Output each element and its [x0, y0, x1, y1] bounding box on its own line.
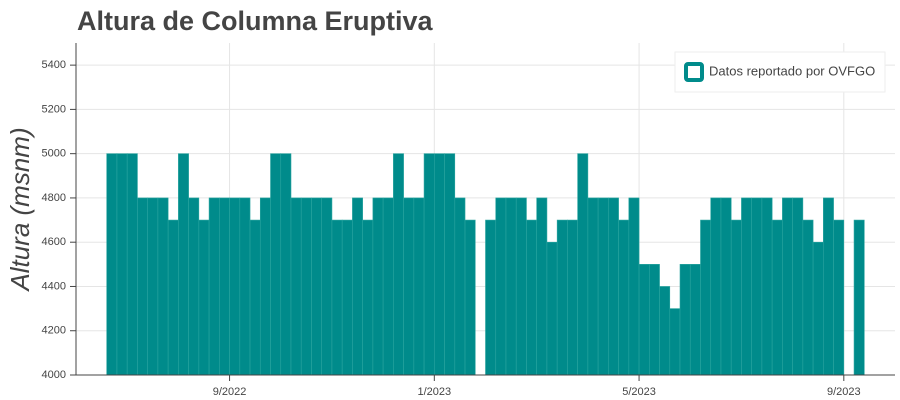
- bar: [393, 153, 404, 376]
- bar: [567, 219, 578, 376]
- bar: [689, 264, 701, 376]
- bar: [505, 197, 517, 376]
- bar: [229, 197, 241, 376]
- bar: [546, 241, 558, 376]
- bar: [771, 219, 783, 376]
- bar: [321, 197, 333, 376]
- y-tick-label: 5000: [42, 148, 66, 160]
- bar: [700, 219, 712, 376]
- chart-title: Altura de Columna Eruptiva: [77, 6, 434, 36]
- bar: [362, 219, 374, 376]
- bar: [628, 197, 640, 376]
- bar: [638, 264, 650, 376]
- bar: [526, 219, 537, 376]
- bar: [608, 197, 619, 376]
- bar: [372, 197, 384, 376]
- bar: [219, 197, 230, 376]
- bar: [751, 197, 763, 376]
- bar: [659, 286, 671, 376]
- legend-box: [674, 51, 886, 93]
- bar: [167, 219, 179, 376]
- bar: [761, 197, 773, 376]
- bar: [812, 241, 824, 376]
- bar: [495, 197, 507, 376]
- x-tick-label: 1/2023: [417, 386, 451, 398]
- bar: [239, 197, 251, 376]
- bar: [126, 153, 138, 376]
- bar: [382, 197, 394, 376]
- bar: [802, 219, 814, 376]
- bar: [188, 197, 200, 376]
- bar: [434, 153, 445, 376]
- bar: [587, 197, 599, 376]
- bar: [352, 197, 363, 376]
- legend-label: Datos reportado por OVFGO: [709, 63, 875, 78]
- y-axis-label: Altura (msnm): [5, 127, 35, 292]
- y-tick-label: 4200: [42, 325, 66, 337]
- bar: [853, 219, 865, 376]
- x-tick-label: 9/2023: [827, 386, 861, 398]
- bar: [669, 308, 681, 376]
- bar: [270, 153, 282, 376]
- bar: [597, 197, 609, 376]
- bar: [208, 197, 220, 376]
- bar: [515, 197, 527, 376]
- bar: [290, 197, 302, 376]
- bar: [157, 197, 169, 376]
- bar: [720, 197, 732, 376]
- y-tick-label: 4000: [42, 369, 66, 381]
- y-tick-label: 4600: [42, 236, 66, 248]
- bar: [341, 219, 353, 376]
- bar: [444, 153, 456, 376]
- x-tick-label: 5/2023: [622, 386, 656, 398]
- bar: [823, 197, 834, 376]
- bar: [741, 197, 752, 376]
- bar: [679, 264, 691, 376]
- x-tick-label: 9/2022: [213, 386, 247, 398]
- bar: [577, 153, 589, 376]
- y-tick-label: 5200: [42, 103, 66, 115]
- bar: [423, 153, 435, 376]
- bar: [106, 153, 118, 376]
- bar: [730, 219, 742, 376]
- bar: [249, 219, 261, 376]
- bar: [485, 219, 497, 376]
- bar: [116, 153, 128, 376]
- bar: [833, 219, 845, 376]
- bar: [556, 219, 568, 376]
- bar: [454, 197, 466, 376]
- bar: [403, 197, 415, 376]
- bar: [198, 219, 210, 376]
- bar: [618, 219, 630, 376]
- bar: [331, 219, 343, 376]
- bar: [147, 197, 159, 376]
- bar: [648, 264, 660, 376]
- bar: [259, 197, 271, 376]
- bar: [710, 197, 722, 376]
- y-tick-label: 5400: [42, 59, 66, 71]
- bar: [300, 197, 312, 376]
- bar: [178, 153, 189, 376]
- legend-swatch: [684, 62, 704, 82]
- bar: [137, 197, 148, 376]
- bar: [464, 219, 476, 376]
- bar: [782, 197, 793, 376]
- bar: [413, 197, 425, 376]
- bar: [792, 197, 804, 376]
- y-tick-label: 4800: [42, 192, 66, 204]
- y-tick-label: 4400: [42, 280, 66, 292]
- bar: [280, 153, 292, 376]
- bar: [311, 197, 322, 376]
- bar: [536, 197, 548, 376]
